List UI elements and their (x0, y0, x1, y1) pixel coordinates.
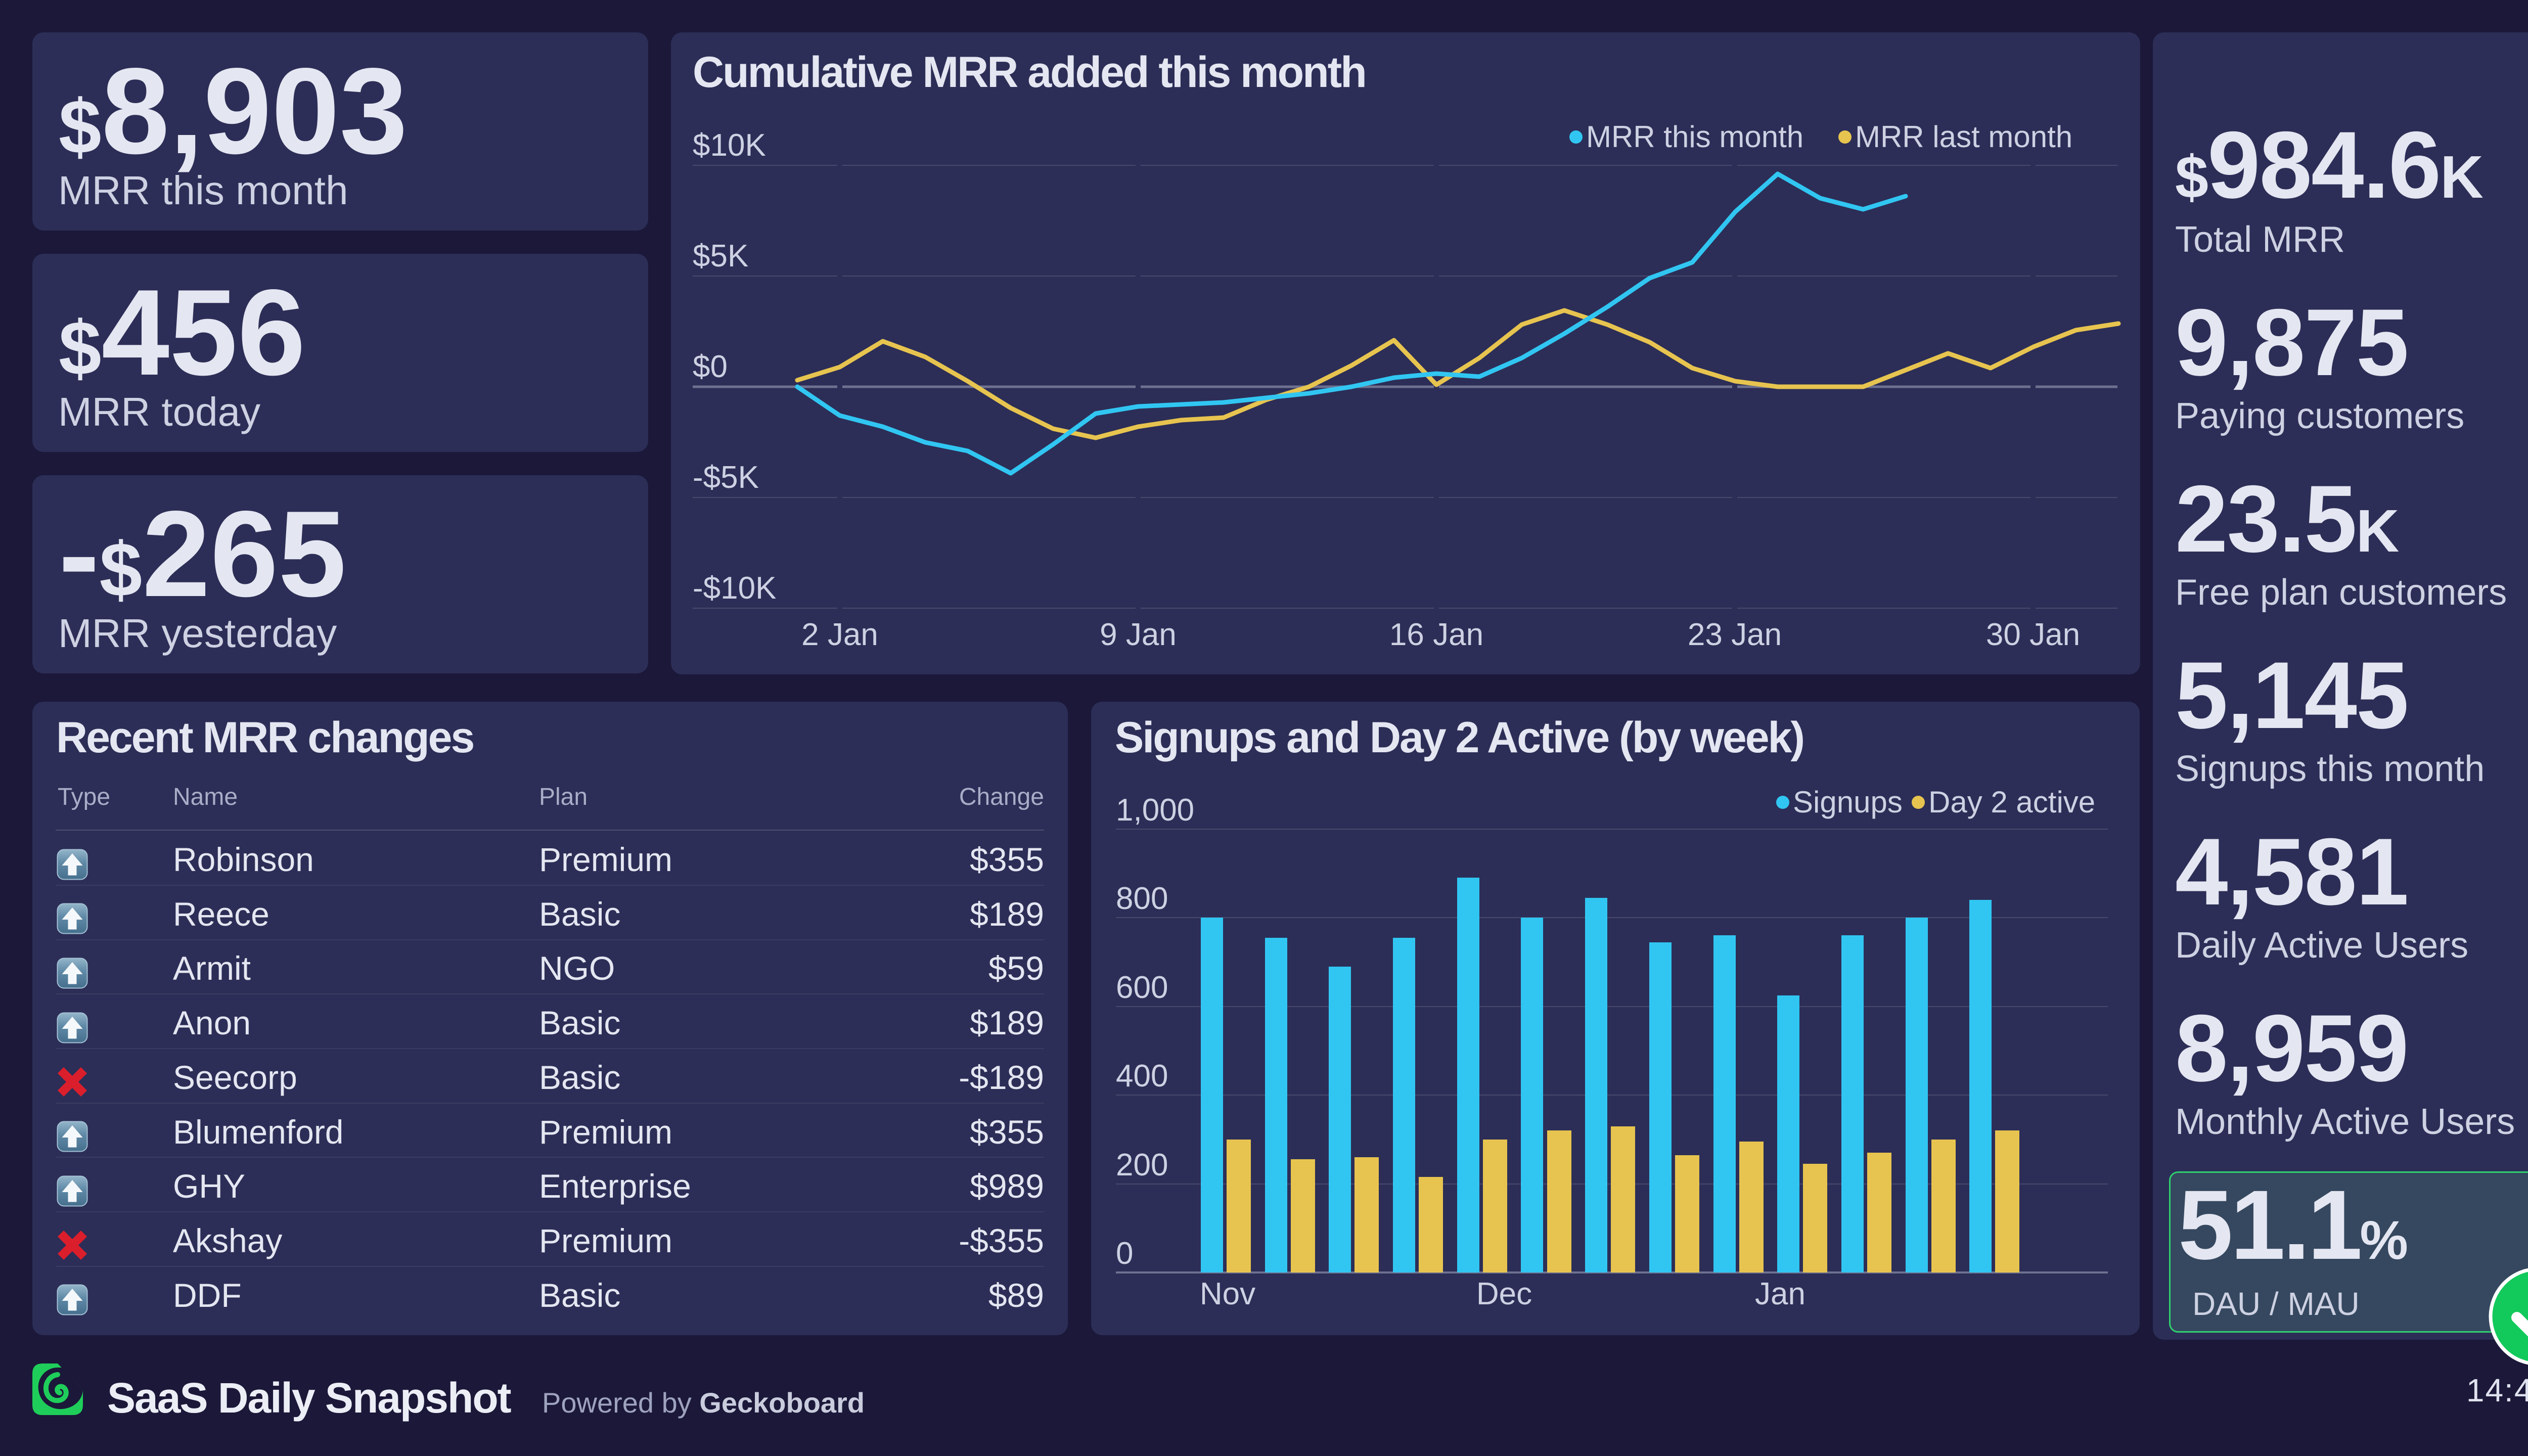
svg-text:$5K: $5K (693, 239, 748, 274)
svg-text:30 Jan: 30 Jan (1986, 617, 2080, 652)
svg-text:9 Jan: 9 Jan (1100, 617, 1177, 652)
svg-text:MRR last month: MRR last month (1855, 120, 2072, 154)
svg-text:MRR this month: MRR this month (1586, 120, 1803, 154)
svg-text:23 Jan: 23 Jan (1688, 617, 1782, 652)
svg-text:-$10K: -$10K (693, 571, 776, 606)
svg-text:Jan: Jan (1755, 1277, 1805, 1311)
svg-text:400: 400 (1116, 1059, 1168, 1094)
svg-text:1,000: 1,000 (1116, 793, 1194, 828)
svg-text:Signups: Signups (1793, 785, 1903, 819)
svg-text:16 Jan: 16 Jan (1389, 617, 1483, 652)
svg-text:200: 200 (1116, 1148, 1168, 1182)
svg-text:Day 2 active: Day 2 active (1928, 785, 2095, 819)
svg-text:0: 0 (1116, 1236, 1133, 1271)
svg-text:Nov: Nov (1200, 1277, 1255, 1311)
svg-text:2 Jan: 2 Jan (801, 617, 878, 652)
svg-text:600: 600 (1116, 970, 1168, 1005)
svg-text:-$5K: -$5K (693, 460, 759, 495)
svg-text:$10K: $10K (693, 128, 766, 163)
svg-text:$0: $0 (693, 349, 728, 384)
svg-text:800: 800 (1116, 881, 1168, 916)
svg-text:Dec: Dec (1476, 1277, 1532, 1311)
